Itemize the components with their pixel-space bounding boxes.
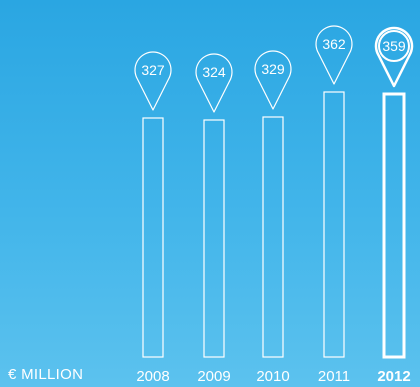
bar-2011 [324, 92, 344, 357]
year-label-2010: 2010 [256, 368, 289, 385]
value-label-2012: 359 [382, 38, 406, 54]
value-label-2011: 362 [322, 36, 346, 52]
value-label-2008: 327 [141, 62, 165, 78]
year-label-2009: 2009 [197, 368, 230, 385]
unit-label: € MILLION [8, 366, 83, 383]
bar-2009 [204, 120, 224, 357]
bar-2010 [263, 117, 283, 357]
year-label-2011: 2011 [318, 368, 350, 385]
pin-marker-2010 [255, 51, 291, 109]
value-label-2010: 329 [261, 61, 285, 77]
pin-marker-2008 [135, 52, 171, 110]
bar-2012 [384, 94, 404, 357]
pin-marker-2011 [316, 26, 352, 84]
bar-2008 [143, 118, 163, 357]
pin-marker-2009 [196, 54, 232, 112]
value-label-2009: 324 [202, 64, 226, 80]
year-label-2008: 2008 [136, 368, 169, 385]
year-label-2012: 2012 [377, 368, 410, 385]
